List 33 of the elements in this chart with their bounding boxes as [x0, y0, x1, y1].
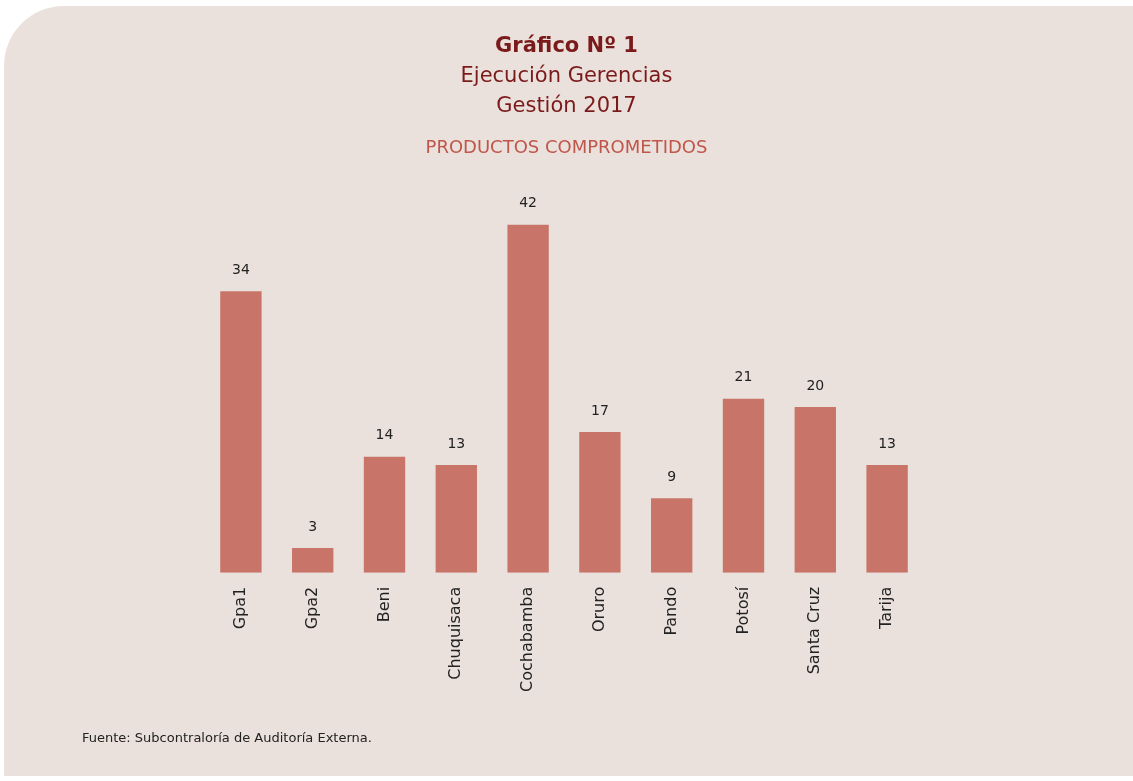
x-tick-label: Oruro [589, 586, 609, 633]
bar [651, 498, 693, 573]
source-note: Fuente: Subcontraloría de Auditoría Externa. [82, 730, 372, 745]
x-tick-label: Gpa2 [301, 586, 321, 630]
bar [220, 291, 262, 573]
x-tick-label: Cochabamba [517, 586, 537, 693]
chart-subtitle: PRODUCTOS COMPROMETIDOS [424, 136, 709, 157]
data-label: 42 [519, 194, 538, 211]
chart-title: Gráfico Nº 1 Ejecución Gerencias Gestión 2017 [459, 32, 674, 119]
bar [363, 456, 406, 573]
data-label: 9 [667, 467, 677, 484]
x-tick-label: Beni [373, 586, 393, 623]
data-label: 3 [308, 517, 318, 534]
x-tick-label: Tarija [876, 586, 896, 630]
bar [507, 224, 549, 573]
bar [794, 407, 836, 573]
data-label: 21 [734, 368, 753, 385]
bar [579, 431, 621, 573]
x-tick-label: Santa Cruz [804, 586, 824, 675]
bar [866, 465, 908, 573]
x-tick-label: Pando [660, 586, 680, 636]
x-tick-label: Chuquisaca [445, 586, 465, 680]
data-label: 13 [878, 434, 897, 451]
data-label: 17 [590, 401, 609, 418]
data-label: 34 [231, 260, 250, 277]
data-label: 13 [447, 434, 466, 451]
bar [292, 547, 334, 573]
x-tick-label: Gpa1 [230, 586, 250, 630]
data-label: 14 [375, 426, 394, 443]
x-tick-label: Potosí [732, 586, 752, 635]
bar [722, 398, 765, 573]
data-label: 20 [806, 376, 825, 393]
bar [435, 465, 477, 573]
